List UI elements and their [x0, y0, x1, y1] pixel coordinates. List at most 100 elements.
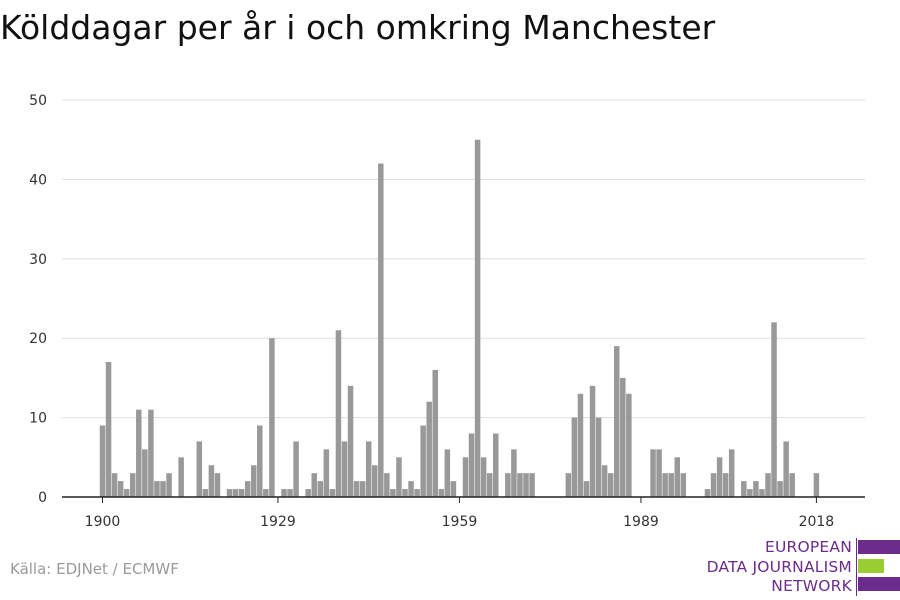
source-note: Källa: EDJNet / ECMWF	[10, 560, 179, 578]
bar	[577, 393, 584, 497]
bar	[353, 481, 360, 497]
y-tick-label: 50	[29, 93, 47, 109]
bar	[462, 457, 469, 497]
bar	[244, 481, 251, 497]
bar	[601, 465, 608, 497]
bar	[148, 409, 154, 497]
bar	[160, 481, 166, 497]
bar	[365, 441, 372, 497]
bar-chart: 0 10 20 30 40 50 1900 1929 1959 1989 2018	[29, 93, 865, 530]
bar	[347, 385, 354, 497]
bar	[813, 473, 820, 497]
bar	[323, 449, 330, 497]
bar	[505, 473, 511, 497]
x-tick-label: 1959	[442, 514, 478, 530]
bar	[311, 473, 317, 497]
bar	[414, 489, 420, 497]
logo-bar-3	[858, 577, 900, 591]
bar	[335, 330, 342, 497]
bar	[136, 409, 142, 497]
bar	[123, 489, 130, 497]
bar	[662, 473, 668, 497]
bar	[238, 489, 245, 497]
bar	[111, 473, 118, 497]
y-tick-label: 40	[29, 172, 47, 188]
bar	[329, 489, 336, 497]
bar	[214, 473, 221, 497]
bar	[130, 473, 136, 497]
bar	[196, 441, 203, 497]
bar	[99, 425, 106, 497]
bar	[142, 449, 148, 497]
bar	[372, 465, 378, 497]
bar	[789, 473, 795, 497]
bar	[595, 417, 602, 497]
bar	[620, 377, 626, 497]
bar	[105, 362, 112, 497]
bar	[444, 449, 451, 497]
bar	[226, 489, 233, 497]
bar	[771, 322, 777, 497]
bar	[765, 473, 771, 497]
bar	[680, 473, 687, 497]
bar	[208, 465, 215, 497]
bar	[493, 433, 499, 497]
bar	[529, 473, 535, 497]
bar	[281, 489, 287, 497]
logo-bar-2	[858, 559, 884, 573]
bar	[511, 449, 517, 497]
bar	[674, 457, 680, 497]
logo-text: EUROPEAN DATA JOURNALISM NETWORK	[707, 538, 852, 597]
y-tick-label: 30	[29, 252, 47, 268]
bar	[378, 163, 384, 497]
bar	[728, 449, 735, 497]
bar	[583, 481, 590, 497]
bar	[650, 449, 656, 497]
bar	[251, 465, 257, 497]
bar	[269, 338, 275, 497]
bar	[722, 473, 729, 497]
y-tick-label: 20	[29, 331, 47, 347]
bar	[420, 425, 426, 497]
bar	[741, 481, 747, 497]
bar	[293, 441, 299, 497]
bar	[408, 481, 414, 497]
x-tick-label: 1929	[260, 514, 296, 530]
bar	[710, 473, 717, 497]
logo-bar-1	[858, 540, 900, 554]
bar	[626, 393, 632, 497]
bar	[523, 473, 529, 497]
x-tick-label: 2018	[799, 514, 835, 530]
bar	[747, 489, 753, 497]
logo-line-2: DATA JOURNALISM	[706, 557, 852, 576]
bar	[716, 457, 723, 497]
bar	[202, 489, 209, 497]
logo-line-1: EUROPEAN	[764, 538, 852, 556]
bar	[166, 473, 172, 497]
bar	[359, 481, 366, 497]
bar	[565, 473, 572, 497]
bar	[668, 473, 674, 497]
bar	[607, 473, 614, 497]
bar	[432, 369, 438, 497]
logo-line-3: NETWORK	[771, 577, 852, 595]
chart-title: Kölddagar per år i och omkring Mancheste…	[0, 8, 716, 47]
bar	[777, 481, 783, 497]
bar	[402, 489, 408, 497]
bar	[232, 489, 239, 497]
bar	[257, 425, 263, 497]
x-tick-label: 1900	[85, 514, 121, 530]
bar	[317, 481, 324, 497]
logo-divider	[856, 538, 857, 596]
x-tick-label: 1989	[623, 514, 659, 530]
bar	[704, 489, 711, 497]
bar	[759, 489, 765, 497]
bar	[589, 385, 596, 497]
y-tick-label: 0	[38, 490, 47, 506]
bar	[287, 489, 293, 497]
bar	[426, 401, 432, 497]
bar	[341, 441, 348, 497]
bar	[656, 449, 662, 497]
edjnet-logo: EUROPEAN DATA JOURNALISM NETWORK	[700, 538, 900, 596]
bar	[614, 346, 620, 497]
